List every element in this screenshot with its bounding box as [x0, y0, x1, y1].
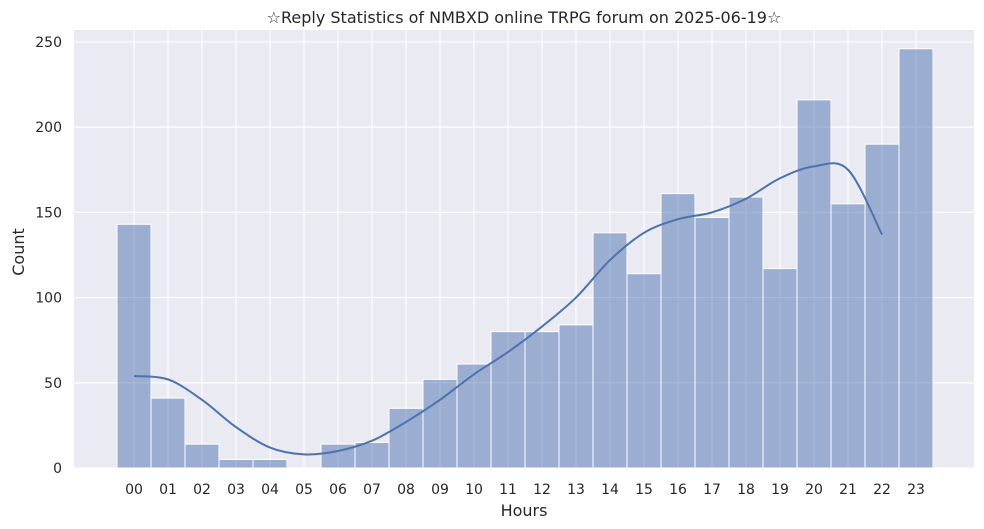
x-tick-label: 05	[295, 482, 313, 498]
bar-21	[830, 203, 866, 469]
bar-19	[762, 268, 798, 469]
x-tick-label: 01	[159, 482, 177, 498]
chart-title: ☆Reply Statistics of NMBXD online TRPG f…	[267, 8, 782, 27]
bar-13	[558, 324, 594, 469]
x-tick-label: 04	[261, 482, 279, 498]
x-tick-label: 08	[397, 482, 415, 498]
y-tick-label: 250	[35, 35, 62, 51]
x-tick-label: 14	[601, 482, 619, 498]
kde-line	[133, 162, 883, 456]
x-tick-label: 07	[363, 482, 381, 498]
y-tick-label: 100	[35, 291, 62, 307]
x-tick-label: 16	[669, 482, 687, 498]
x-tick-label: 12	[533, 482, 551, 498]
x-tick-label: 03	[227, 482, 245, 498]
bar-22	[864, 143, 900, 469]
x-tick-label: 23	[907, 482, 925, 498]
x-tick-label: 10	[465, 482, 483, 498]
bar-03	[218, 458, 254, 469]
x-tick-label: 11	[499, 482, 517, 498]
bar-07	[354, 441, 390, 469]
bar-11	[490, 331, 526, 469]
x-tick-label: 09	[431, 482, 449, 498]
bar-00	[116, 223, 152, 469]
x-tick-label: 20	[805, 482, 823, 498]
x-tick-label: 13	[567, 482, 585, 498]
x-tick-label: 17	[703, 482, 721, 498]
x-tick-label: 02	[193, 482, 211, 498]
bar-20	[796, 99, 832, 469]
y-axis-label: Count	[9, 228, 28, 276]
bar-10	[456, 363, 492, 469]
y-tick-label: 150	[35, 205, 62, 221]
bar-12	[524, 331, 560, 469]
bar-23	[898, 48, 934, 469]
bar-15	[626, 273, 662, 469]
x-tick-label: 22	[873, 482, 891, 498]
bar-16	[660, 193, 696, 469]
bar-04	[252, 458, 288, 469]
bar-09	[422, 378, 458, 469]
y-tick-label: 50	[44, 376, 62, 392]
bars	[116, 48, 934, 469]
bar-08	[388, 407, 424, 469]
x-tick-labels: 00 01 02 03 04 05 06 07 08 09 10 11 12 13 14 15 16 17 18 19…	[125, 482, 925, 498]
x-tick-label: 19	[771, 482, 789, 498]
bar-18	[728, 196, 764, 469]
y-tick-label: 200	[35, 120, 62, 136]
y-tick-labels: 0 50 100 150 200 250	[35, 35, 62, 477]
bar-02	[184, 443, 220, 469]
x-axis-label: Hours	[501, 501, 548, 520]
x-tick-label: 18	[737, 482, 755, 498]
bar-14	[592, 232, 628, 469]
bar-17	[694, 216, 730, 469]
y-tick-label: 0	[53, 461, 62, 477]
x-tick-label: 00	[125, 482, 143, 498]
x-tick-label: 21	[839, 482, 857, 498]
x-tick-label: 06	[329, 482, 347, 498]
bar-01	[150, 397, 186, 469]
x-tick-label: 15	[635, 482, 653, 498]
